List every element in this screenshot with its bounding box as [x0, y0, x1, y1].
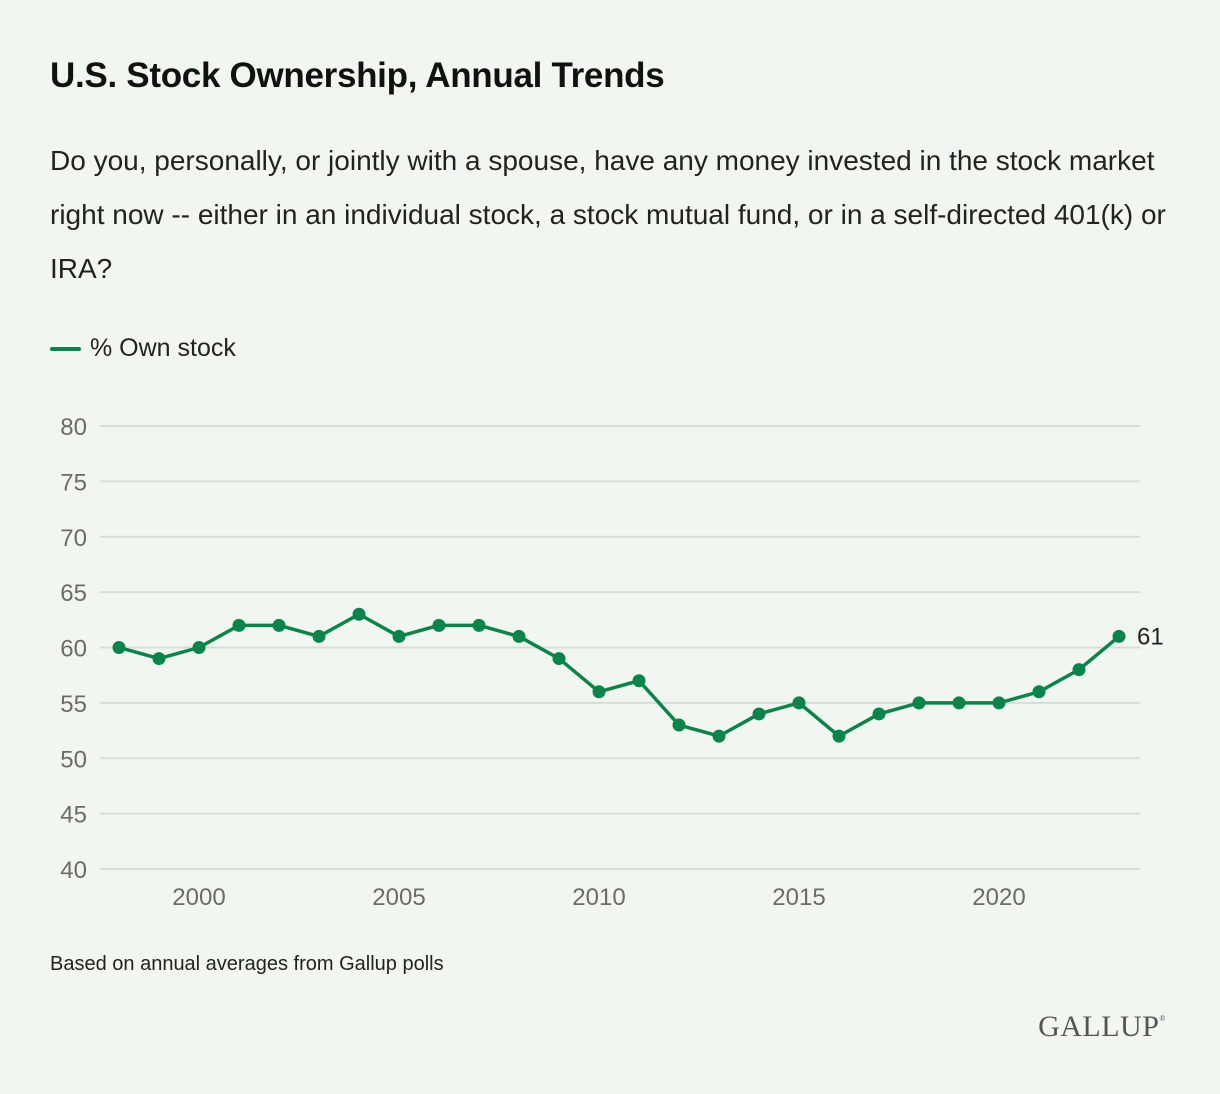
data-point	[592, 685, 606, 699]
data-point	[1112, 629, 1126, 643]
logo-mark: ®	[1159, 1014, 1166, 1023]
legend-swatch	[50, 346, 81, 351]
logo-text: GALLUP	[1038, 1010, 1160, 1043]
data-point	[232, 618, 246, 632]
data-point	[672, 718, 686, 732]
data-point	[112, 641, 126, 654]
data-point	[472, 618, 486, 632]
y-tick-label: 70	[60, 525, 87, 552]
series-own-stock	[112, 607, 1126, 743]
y-tick-label: 55	[60, 691, 87, 718]
data-point	[792, 696, 806, 710]
x-tick-label: 2010	[572, 884, 625, 911]
y-tick-label: 40	[60, 857, 87, 884]
data-point	[832, 729, 846, 743]
data-point	[992, 696, 1006, 710]
y-tick-label: 75	[60, 469, 87, 496]
data-point	[192, 641, 206, 654]
data-point	[272, 618, 286, 632]
annotations: 61	[1137, 623, 1164, 650]
y-tick-label: 50	[60, 746, 87, 773]
data-point	[392, 629, 406, 643]
data-point	[632, 674, 646, 688]
y-tick-label: 60	[60, 636, 87, 663]
data-point	[152, 652, 166, 666]
data-point	[512, 629, 526, 643]
data-label: 61	[1137, 623, 1164, 650]
gridlines	[100, 425, 1140, 870]
series-line	[118, 612, 1121, 738]
data-point	[1032, 685, 1046, 699]
data-point	[352, 607, 366, 621]
data-point	[552, 652, 566, 666]
data-point	[432, 618, 446, 632]
x-tick-label: 2000	[172, 884, 225, 911]
y-axis-ticks: 40 45 50 55 60 65 70 75 80	[60, 414, 87, 884]
chart-title: U.S. Stock Ownership, Annual Trends	[50, 56, 665, 95]
footer-note: Based on annual averages from Gallup pol…	[50, 953, 444, 975]
data-point	[712, 729, 726, 743]
data-point	[952, 696, 966, 710]
x-tick-label: 2015	[772, 884, 825, 911]
data-point	[752, 707, 766, 721]
y-tick-label: 65	[60, 580, 87, 607]
data-point	[312, 629, 326, 643]
x-tick-label: 2005	[372, 884, 425, 911]
data-point	[912, 696, 926, 710]
gallup-logo: GALLUP®	[1038, 1010, 1166, 1044]
y-tick-label: 80	[60, 414, 87, 441]
x-axis-ticks: 2000 2005 2010 2015 2020	[172, 884, 1025, 911]
data-point	[872, 707, 886, 721]
x-tick-label: 2020	[972, 884, 1025, 911]
chart-subtitle: Do you, personally, or jointly with a sp…	[50, 145, 1166, 284]
y-tick-label: 45	[60, 802, 87, 829]
legend: % Own stock	[50, 334, 236, 363]
data-point	[1072, 663, 1086, 677]
legend-label: % Own stock	[90, 334, 236, 362]
